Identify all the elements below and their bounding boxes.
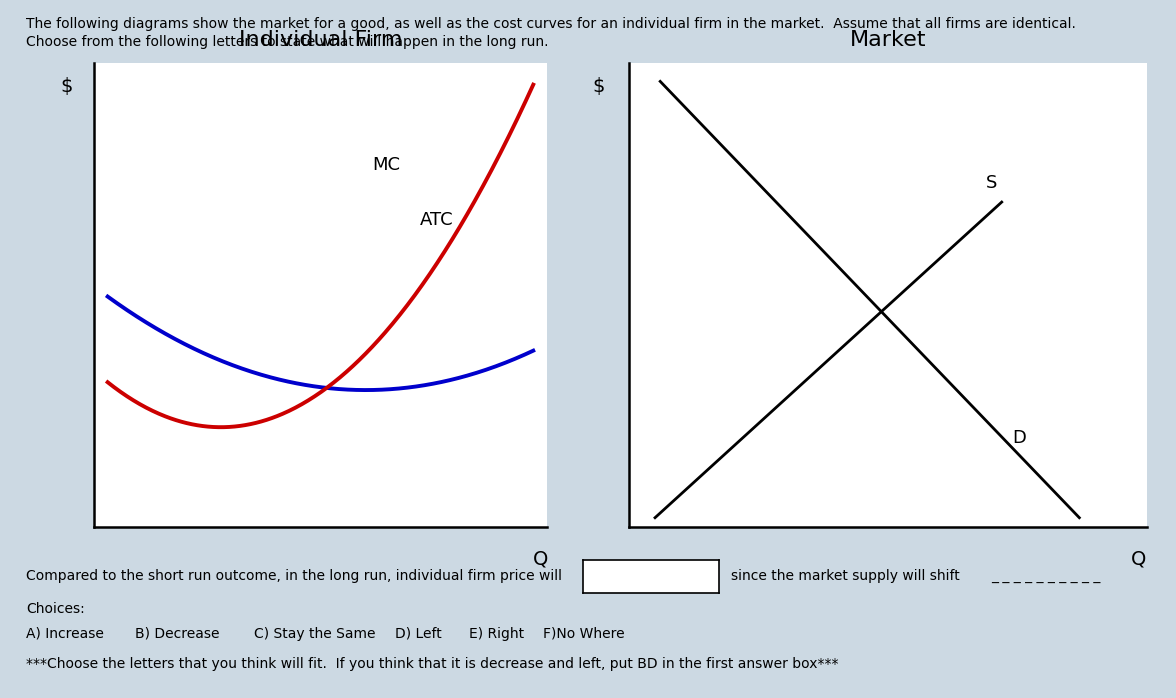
Text: F)No Where: F)No Where <box>543 627 624 641</box>
Text: A) Increase: A) Increase <box>26 627 103 641</box>
Text: ***Choose the letters that you think will fit.  If you think that it is decrease: ***Choose the letters that you think wil… <box>26 658 838 671</box>
Text: D) Left: D) Left <box>395 627 442 641</box>
Text: S: S <box>987 174 997 192</box>
Text: Compared to the short run outcome, in the long run, individual firm price will: Compared to the short run outcome, in th… <box>26 569 562 583</box>
Text: _ _ _ _ _ _ _ _ _ _: _ _ _ _ _ _ _ _ _ _ <box>991 569 1101 583</box>
Text: $: $ <box>61 77 73 96</box>
Text: The following diagrams show the market for a good, as well as the cost curves fo: The following diagrams show the market f… <box>26 17 1076 31</box>
Text: Choose from the following letters to state what will happen in the long run.: Choose from the following letters to sta… <box>26 35 548 49</box>
Text: MC: MC <box>373 156 401 174</box>
Text: E) Right: E) Right <box>469 627 524 641</box>
Text: Q: Q <box>533 550 549 569</box>
Text: B) Decrease: B) Decrease <box>135 627 220 641</box>
Title: Market: Market <box>849 30 927 50</box>
Text: Choices:: Choices: <box>26 602 85 616</box>
Text: since the market supply will shift: since the market supply will shift <box>731 569 961 583</box>
Text: Q: Q <box>1131 550 1147 569</box>
Title: Individual Firm: Individual Firm <box>239 30 402 50</box>
Text: D: D <box>1013 429 1025 447</box>
Text: ATC: ATC <box>420 211 454 229</box>
Text: $: $ <box>592 77 604 96</box>
Text: C) Stay the Same: C) Stay the Same <box>254 627 375 641</box>
